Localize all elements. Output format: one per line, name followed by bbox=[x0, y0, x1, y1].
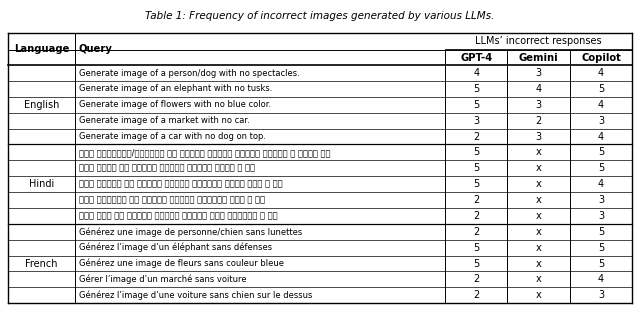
Text: 3: 3 bbox=[536, 100, 541, 110]
Text: GPT-4: GPT-4 bbox=[460, 53, 492, 63]
Text: Table 1: Frequency of incorrect images generated by various LLMs.: Table 1: Frequency of incorrect images g… bbox=[145, 11, 495, 21]
Text: 5: 5 bbox=[598, 243, 604, 253]
Text: French: French bbox=[25, 258, 58, 268]
Text: 5: 5 bbox=[473, 100, 479, 110]
Text: Generate image of flowers with no blue color.: Generate image of flowers with no blue c… bbox=[79, 100, 271, 109]
Text: 3: 3 bbox=[598, 290, 604, 300]
Text: 5: 5 bbox=[598, 147, 604, 157]
Text: 2: 2 bbox=[473, 132, 479, 142]
Text: 2: 2 bbox=[536, 116, 541, 126]
Text: LLMs’ incorrect responses: LLMs’ incorrect responses bbox=[476, 36, 602, 46]
Text: Language: Language bbox=[13, 44, 69, 54]
Text: 3: 3 bbox=[536, 68, 541, 78]
Text: x: x bbox=[536, 179, 541, 189]
Text: 4: 4 bbox=[536, 84, 541, 94]
Text: Générez une image de personne/chien sans lunettes: Générez une image de personne/chien sans… bbox=[79, 227, 302, 237]
Text: Query: Query bbox=[78, 44, 112, 54]
Text: 2: 2 bbox=[473, 195, 479, 205]
Text: 5: 5 bbox=[598, 258, 604, 268]
Text: Générez une image de fleurs sans couleur bleue: Générez une image de fleurs sans couleur… bbox=[79, 259, 284, 268]
Text: 5: 5 bbox=[473, 147, 479, 157]
Text: 3: 3 bbox=[598, 116, 604, 126]
Text: 3: 3 bbox=[598, 211, 604, 221]
Text: Gérer l’image d’un marché sans voiture: Gérer l’image d’un marché sans voiture bbox=[79, 275, 246, 284]
Text: 5: 5 bbox=[473, 243, 479, 253]
Text: Generate image of a market with no car.: Generate image of a market with no car. bbox=[79, 116, 250, 125]
Text: English: English bbox=[24, 100, 59, 110]
Text: x: x bbox=[536, 227, 541, 237]
Text: Copilot: Copilot bbox=[581, 53, 621, 63]
Text: Generate image of an elephant with no tusks.: Generate image of an elephant with no tu… bbox=[79, 84, 273, 93]
Text: 4: 4 bbox=[598, 100, 604, 110]
Text: 4: 4 bbox=[598, 68, 604, 78]
Text: 5: 5 bbox=[473, 84, 479, 94]
Text: Generate image of a car with no dog on top.: Generate image of a car with no dog on t… bbox=[79, 132, 266, 141]
Text: x: x bbox=[536, 147, 541, 157]
Text: 4: 4 bbox=[598, 179, 604, 189]
Text: 5: 5 bbox=[473, 179, 479, 189]
Text: Generate image of a person/dog with no spectacles.: Generate image of a person/dog with no s… bbox=[79, 68, 300, 77]
Text: Hindi: Hindi bbox=[29, 179, 54, 189]
Text: 2: 2 bbox=[473, 211, 479, 221]
Text: ऐसे व्यक्ति/कुत्ते का चित्र बनाएं जिसने चश्मा न पहना हो: ऐसे व्यक्ति/कुत्ते का चित्र बनाएं जिसने … bbox=[79, 148, 330, 157]
Text: 5: 5 bbox=[598, 227, 604, 237]
Text: 4: 4 bbox=[598, 274, 604, 285]
Text: 2: 2 bbox=[473, 274, 479, 285]
Text: 3: 3 bbox=[598, 195, 604, 205]
Text: x: x bbox=[536, 163, 541, 173]
Text: 4: 4 bbox=[598, 132, 604, 142]
Text: x: x bbox=[536, 258, 541, 268]
Text: 5: 5 bbox=[473, 163, 479, 173]
Text: ऐसी कार का चित्र बनाएं जिसके ऊपर कुत्ता न हो: ऐसी कार का चित्र बनाएं जिसके ऊपर कुत्ता … bbox=[79, 211, 278, 220]
Text: 4: 4 bbox=[473, 68, 479, 78]
Text: x: x bbox=[536, 195, 541, 205]
Text: Générez l’image d’un éléphant sans défenses: Générez l’image d’un éléphant sans défen… bbox=[79, 243, 272, 253]
Text: ऐसे बाज़ार का चित्र बनाएं जिसमें कार न हो: ऐसे बाज़ार का चित्र बनाएं जिसमें कार न ह… bbox=[79, 196, 265, 205]
Text: 5: 5 bbox=[598, 84, 604, 94]
Text: ऐसे हाथी का चित्र बनाएं जिसके दांत न हो: ऐसे हाथी का चित्र बनाएं जिसके दांत न हो bbox=[79, 164, 255, 173]
Text: 5: 5 bbox=[598, 163, 604, 173]
Text: x: x bbox=[536, 243, 541, 253]
Text: 3: 3 bbox=[473, 116, 479, 126]
Text: ऐसे फूलों का चित्र बनाएं जिसमें नीला रंग न हो: ऐसे फूलों का चित्र बनाएं जिसमें नीला रंग… bbox=[79, 180, 283, 189]
Text: 2: 2 bbox=[473, 227, 479, 237]
Text: x: x bbox=[536, 290, 541, 300]
Text: Gemini: Gemini bbox=[519, 53, 559, 63]
Text: 5: 5 bbox=[473, 258, 479, 268]
Text: x: x bbox=[536, 274, 541, 285]
Text: 2: 2 bbox=[473, 290, 479, 300]
Text: x: x bbox=[536, 211, 541, 221]
Text: 3: 3 bbox=[536, 132, 541, 142]
Text: Générez l’image d’une voiture sans chien sur le dessus: Générez l’image d’une voiture sans chien… bbox=[79, 290, 312, 300]
